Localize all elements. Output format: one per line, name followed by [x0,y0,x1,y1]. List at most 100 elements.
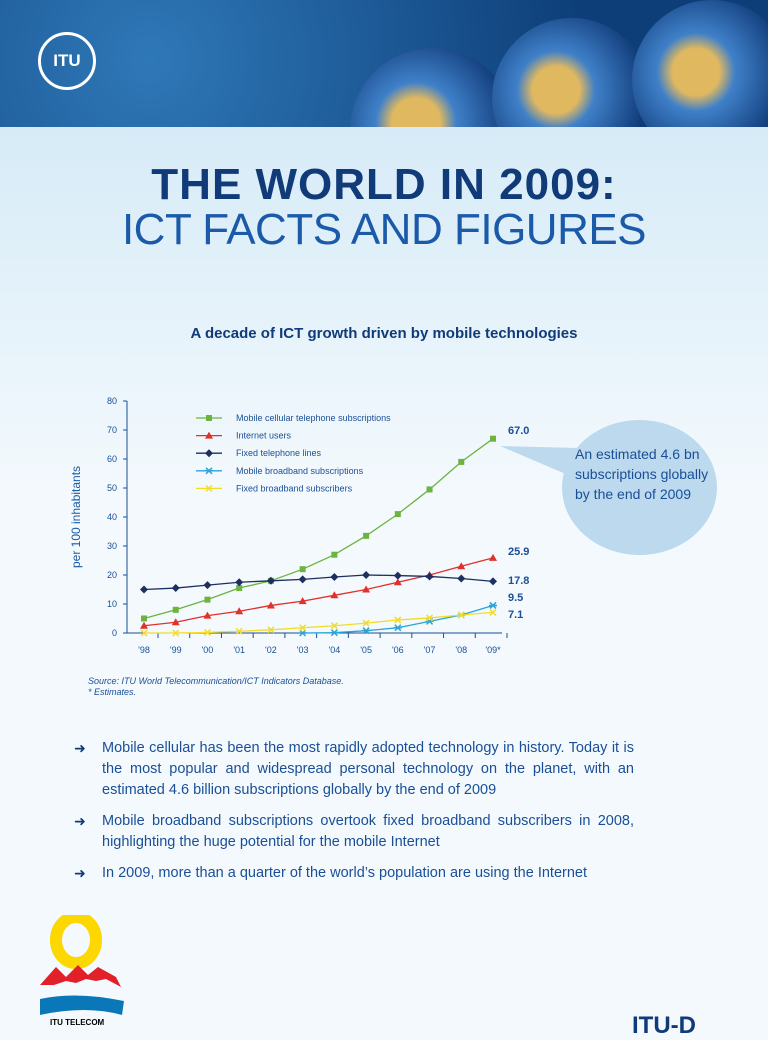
legend-label: Internet users [236,431,292,441]
legend-label: Fixed broadband subscribers [236,483,353,493]
y-tick-label: 80 [107,396,117,406]
end-value-label: 25.9 [508,546,529,558]
itu-logo: ITU [38,32,96,90]
chart-title: A decade of ICT growth driven by mobile … [190,325,578,342]
itu-telecom-label: ITU TELECOM [50,1018,105,1027]
arrow-icon: ➜ [74,813,86,829]
y-tick-label: 30 [107,541,117,551]
data-point [205,449,213,458]
arrow-icon: ➜ [74,740,86,756]
globe-image [632,0,768,127]
data-point [204,596,211,603]
data-point [330,629,339,637]
data-point [236,585,243,592]
data-point [489,601,497,609]
x-tick-label: '00 [202,645,214,655]
series-fixed-broadband-subscribers: Fixed broadband subscribers 7.1 [140,483,523,637]
y-axis-label: per 100 inhabitants [69,466,83,568]
y-tick-label: 10 [107,599,117,609]
data-point [206,415,212,421]
end-value-label: 17.8 [508,575,529,587]
data-point [330,622,338,630]
data-point [457,574,466,583]
y-tick-label: 70 [107,425,117,435]
x-tick-label: '07 [424,645,436,655]
data-point [298,575,307,584]
data-point [298,629,307,637]
data-point [299,566,306,573]
series-line [143,438,494,620]
data-point [140,585,148,594]
data-point [267,626,275,634]
source-note: Source: ITU World Telecommunication/ICT … [88,676,344,698]
x-tick-label: '09* [485,645,501,655]
data-point [171,618,180,626]
data-point [266,576,275,585]
page-title: THE WORLD IN 2009: [151,160,617,209]
series-line [143,574,494,591]
legend-label: Fixed telephone lines [236,448,322,458]
data-point [205,431,213,439]
series-internet-users: Internet users 25.9 [140,431,529,629]
estimates-note: * Estimates. [88,687,137,697]
x-tick-label: '08 [455,645,467,655]
x-tick-label: '01 [233,645,245,655]
x-tick-label: '06 [392,645,404,655]
data-point [394,511,401,518]
x-tick-label: '04 [328,645,340,655]
callout-pointer [500,446,580,478]
data-point [235,627,243,635]
y-tick-label: 20 [107,570,117,580]
end-value-label: 9.5 [508,592,523,604]
data-point [489,608,497,616]
data-point [425,572,434,581]
data-point [425,617,434,625]
data-point [299,624,307,632]
header-banner: ITU [0,0,768,127]
data-point [490,435,496,442]
y-tick-label: 40 [107,512,117,522]
data-point [489,553,497,561]
data-point [171,584,180,593]
line-chart: 0 10 20 30 40 50 60 70 80 '98 '99 '00 '01 '02 '03 '04 '0… [69,396,580,655]
x-tick-label: '05 [360,645,372,655]
data-point [140,621,148,629]
data-point [394,616,402,624]
series-fixed-telephone-lines: Fixed telephone lines 17.8 [140,448,529,594]
data-point [331,551,338,558]
series-line [144,611,494,634]
data-point [489,577,497,586]
legend-label: Mobile cellular telephone subscriptions [236,413,391,423]
data-point [141,615,147,622]
data-point [205,467,213,475]
y-tick-label: 0 [112,628,117,638]
data-point [426,614,434,622]
x-tick-label: '99 [170,645,182,655]
data-point [266,601,275,609]
x-tick-label: '98 [138,645,150,655]
data-point [235,578,244,587]
data-point [235,607,244,615]
data-point [298,597,307,605]
data-point [457,562,466,570]
data-point [362,627,371,635]
x-tick-label: '02 [265,645,277,655]
data-point [362,619,370,627]
data-point [393,578,402,586]
x-tick-label: '03 [297,645,309,655]
data-point [426,486,433,493]
series-mobile-cellular-telephone-subscriptions: Mobile cellular telephone subscriptions 6… [141,413,529,622]
data-point [140,629,148,637]
list-item: ➜ Mobile broadband subscriptions overtook… [74,811,634,853]
data-point [203,581,212,590]
end-value-label: 67.0 [508,425,529,437]
data-point [362,571,371,579]
page-subtitle: ICT FACTS AND FIGURES [121,205,647,254]
data-point [172,606,179,613]
data-point [205,484,213,492]
itu-d-logo: ITU-D [632,1012,696,1039]
arrow-icon: ➜ [74,865,86,881]
end-value-label: 7.1 [508,609,523,621]
y-tick-label: 60 [107,454,117,464]
globe-image [350,48,515,127]
